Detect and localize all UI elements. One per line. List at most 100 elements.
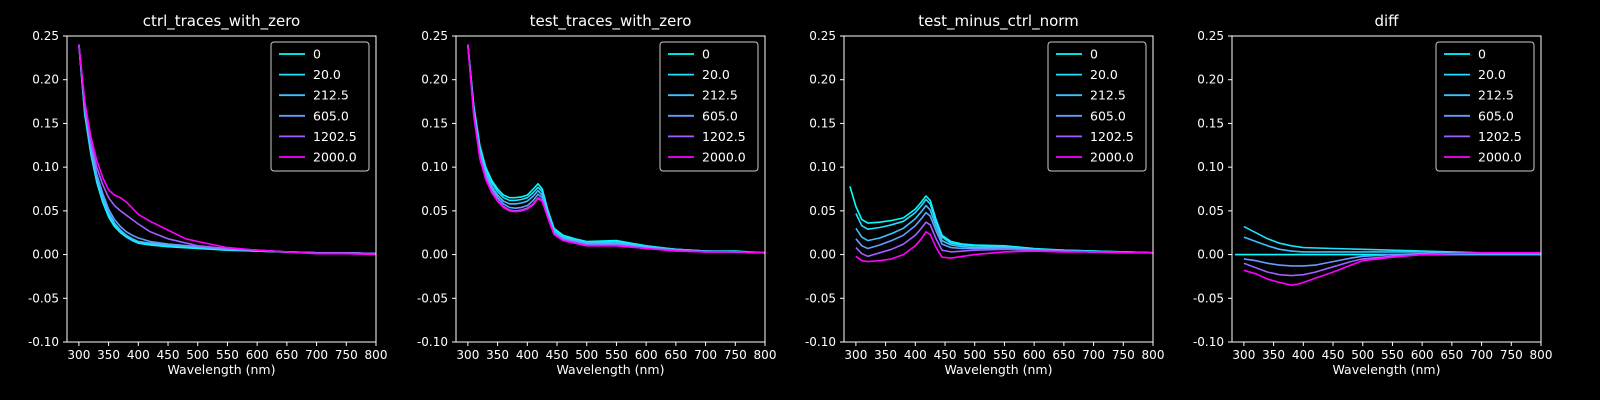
x-tick-label: 600 (1023, 348, 1046, 362)
y-tick-label: -0.10 (28, 335, 59, 349)
series-line-1202-5 (855, 221, 1153, 258)
legend-label: 1202.5 (313, 129, 357, 144)
x-tick-label: 600 (635, 348, 658, 362)
chart-title: test_minus_ctrl_norm (918, 12, 1079, 31)
legend-label: 605.0 (1090, 108, 1126, 123)
x-axis-label: Wavelength (nm) (168, 362, 276, 377)
legend: 0 20.0 212.5 605.0 1202.5 2000.0 (1047, 41, 1147, 172)
x-tick-label: 300 (1232, 348, 1255, 362)
legend-label: 605.0 (702, 108, 738, 123)
x-tick-label: 650 (1052, 348, 1075, 362)
y-tick-label: 0.20 (32, 73, 59, 87)
axes-frame (1231, 35, 1542, 343)
x-tick-label: 500 (1351, 348, 1374, 362)
x-axis-label: Wavelength (nm) (557, 362, 665, 377)
y-tick-label: 0.10 (421, 160, 448, 174)
x-tick-label: 500 (963, 348, 986, 362)
y-tick-label: 0.05 (809, 204, 836, 218)
chart-panel-4: diff 300 350 400 450 500 550 600 650 700 750 800 -0.… (1193, 12, 1553, 377)
legend: 0 20.0 212.5 605.0 1202.5 2000.0 (1435, 41, 1535, 172)
legend-label: 20.0 (313, 67, 341, 82)
chart-title: diff (1374, 12, 1399, 30)
x-tick-label: 700 (694, 348, 717, 362)
y-tick-label: 0.25 (421, 29, 448, 43)
y-tick-label: 0.15 (1197, 116, 1224, 130)
x-tick-label: 550 (1381, 348, 1404, 362)
series-line-2000-0 (78, 44, 376, 256)
y-tick-label: 0.20 (1197, 73, 1224, 87)
legend-label: 2000.0 (702, 150, 746, 165)
x-tick-label: 800 (365, 348, 388, 362)
x-tick-label: 350 (486, 348, 509, 362)
legend-label: 2000.0 (313, 150, 357, 165)
y-tick-label: 0.25 (1197, 29, 1224, 43)
x-axis-label: Wavelength (nm) (1333, 362, 1441, 377)
y-tick-label: 0.00 (1197, 248, 1224, 262)
y-tick-label: 0.10 (1197, 160, 1224, 174)
x-tick-label: 750 (1500, 348, 1523, 362)
x-axis-label: Wavelength (nm) (945, 362, 1053, 377)
y-tick-label: 0.05 (32, 204, 59, 218)
legend: 0 20.0 212.5 605.0 1202.5 2000.0 (270, 41, 370, 172)
x-tick-label: 400 (904, 348, 927, 362)
y-tick-label: -0.10 (417, 335, 448, 349)
y-tick-label: 0.10 (32, 160, 59, 174)
legend-label: 2000.0 (1478, 150, 1522, 165)
x-tick-label: 550 (605, 348, 628, 362)
series-line-2000-0 (467, 44, 765, 254)
x-tick-label: 600 (1411, 348, 1434, 362)
x-tick-label: 800 (1530, 348, 1553, 362)
y-tick-label: 0.05 (1197, 204, 1224, 218)
x-tick-label: 300 (844, 348, 867, 362)
y-tick-label: 0.15 (421, 116, 448, 130)
x-tick-label: 450 (157, 348, 180, 362)
x-tick-label: 750 (724, 348, 747, 362)
legend-label: 212.5 (1478, 88, 1514, 103)
series-group (467, 44, 765, 254)
series-line-212-5 (467, 44, 765, 254)
legend-label: 2000.0 (1090, 150, 1134, 165)
legend-label: 212.5 (313, 88, 349, 103)
y-tick-label: 0.15 (809, 116, 836, 130)
x-tick-label: 350 (1262, 348, 1285, 362)
axes-frame (66, 35, 377, 343)
x-tick-label: 550 (216, 348, 239, 362)
x-tick-label: 350 (874, 348, 897, 362)
x-tick-label: 650 (275, 348, 298, 362)
x-tick-label: 750 (1112, 348, 1135, 362)
y-tick-label: -0.10 (1193, 335, 1224, 349)
series-line-2000-0 (855, 231, 1153, 263)
y-tick-label: 0.20 (421, 73, 448, 87)
x-tick-label: 600 (246, 348, 269, 362)
legend-label: 605.0 (1478, 108, 1514, 123)
x-tick-label: 400 (1292, 348, 1315, 362)
x-tick-label: 550 (993, 348, 1016, 362)
legend-label: 212.5 (1090, 88, 1126, 103)
x-tick-label: 400 (516, 348, 539, 362)
x-tick-label: 650 (1440, 348, 1463, 362)
axes-frame (455, 35, 766, 343)
chart-title: ctrl_traces_with_zero (143, 12, 300, 31)
chart-panel-3: test_minus_ctrl_norm 300 350 400 450 500 550 60… (805, 12, 1165, 377)
x-tick-label: 800 (1142, 348, 1165, 362)
series-group (849, 186, 1153, 263)
x-tick-label: 300 (456, 348, 479, 362)
y-tick-label: -0.05 (1193, 291, 1224, 305)
x-tick-label: 700 (1470, 348, 1493, 362)
y-tick-label: 0.20 (809, 73, 836, 87)
legend-label: 212.5 (702, 88, 738, 103)
y-tick-label: 0.00 (809, 248, 836, 262)
x-tick-label: 500 (186, 348, 209, 362)
legend: 0 20.0 212.5 605.0 1202.5 2000.0 (659, 41, 759, 172)
y-tick-label: 0.25 (32, 29, 59, 43)
y-tick-label: -0.05 (417, 291, 448, 305)
legend-label: 20.0 (1478, 67, 1506, 82)
chart-panel-1: ctrl_traces_with_zero 300 350 400 450 500 550 6… (28, 12, 388, 377)
series-line-0 (467, 44, 765, 254)
legend-label: 20.0 (1090, 67, 1118, 82)
x-tick-label: 800 (754, 348, 777, 362)
chart-title: test_traces_with_zero (530, 12, 692, 31)
y-tick-label: -0.05 (805, 291, 836, 305)
legend-label: 1202.5 (702, 129, 746, 144)
